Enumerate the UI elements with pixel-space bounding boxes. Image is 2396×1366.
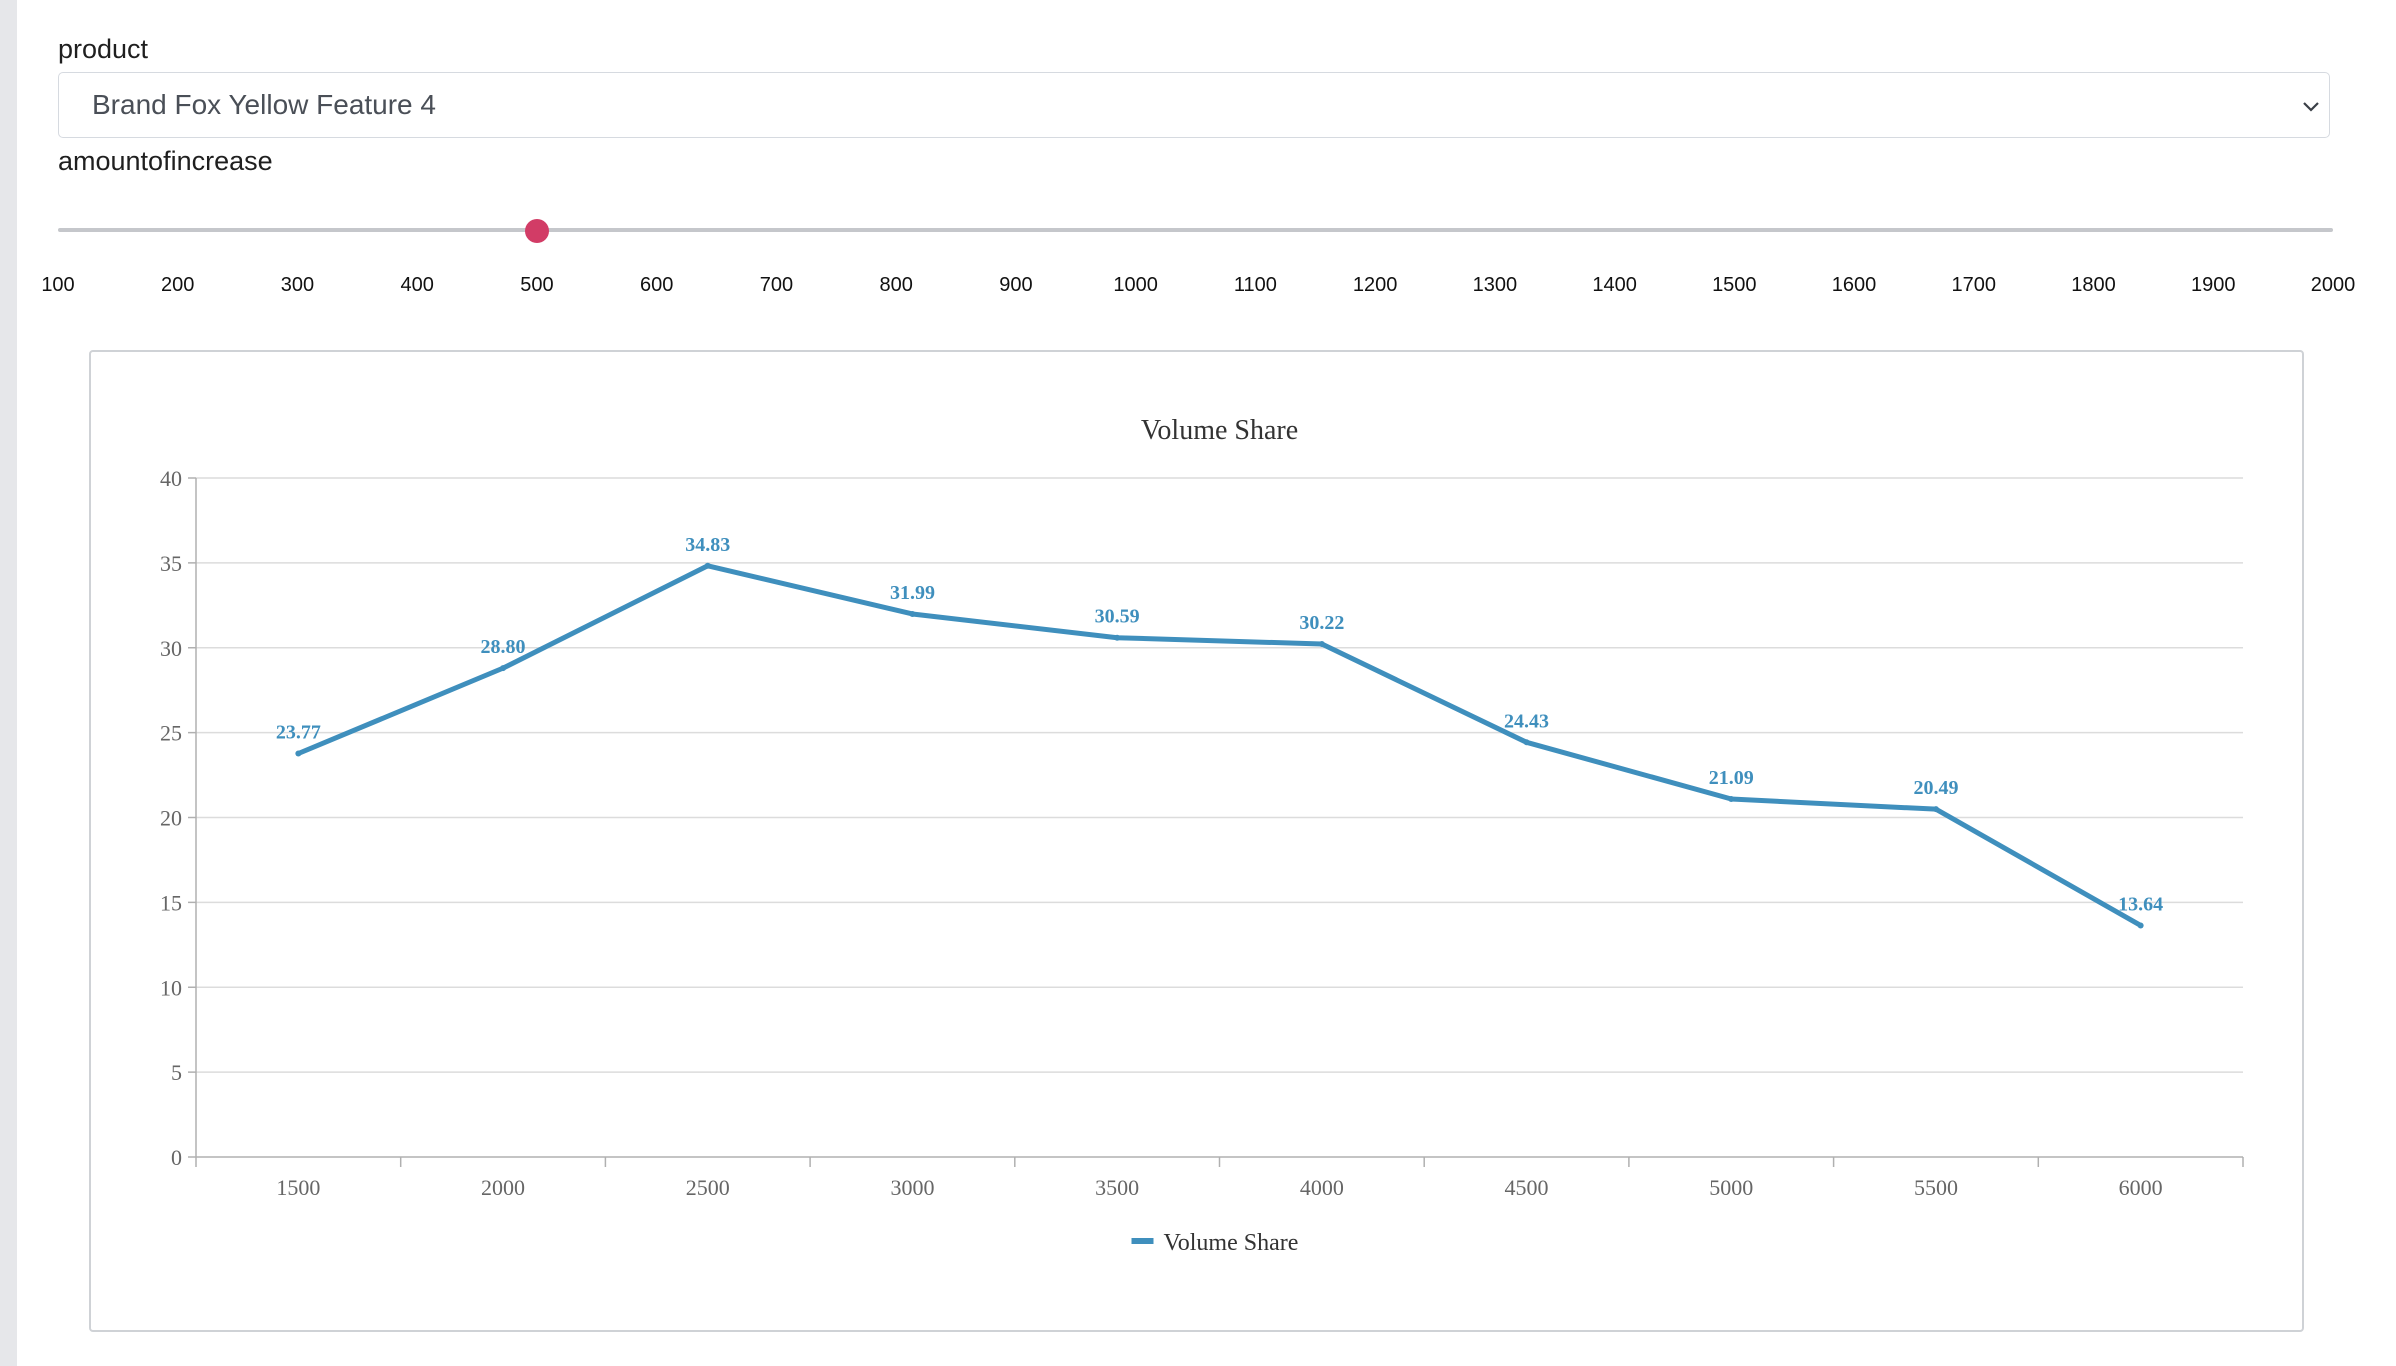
- data-point: [1932, 806, 1939, 813]
- chart-title: Volume Share: [1141, 415, 1298, 446]
- data-label: 13.64: [2118, 893, 2163, 915]
- x-tick-label: 5500: [1914, 1175, 1958, 1200]
- x-tick-label: 6000: [2119, 1175, 2163, 1200]
- slider-tick-label: 1200: [1352, 274, 1398, 296]
- data-label: 23.77: [276, 722, 321, 744]
- x-tick-label: 2500: [686, 1175, 730, 1200]
- slider-tick-label: 800: [879, 274, 913, 296]
- data-label: 21.09: [1709, 767, 1754, 789]
- slider-tick-label: 100: [41, 274, 75, 296]
- slider-tick-label: 1900: [2191, 274, 2236, 296]
- x-tick-label: 4500: [1505, 1175, 1549, 1200]
- y-tick-label: 40: [160, 466, 182, 491]
- slider-tick-label: 1700: [1951, 274, 1997, 296]
- y-tick-label: 35: [160, 551, 182, 576]
- slider-tick-label: 1600: [1831, 274, 1877, 296]
- product-select[interactable]: Brand Fox Yellow Feature 4: [58, 72, 2330, 138]
- y-tick-label: 30: [160, 636, 182, 661]
- amount-slider-track[interactable]: [58, 228, 2333, 232]
- volume-share-chart-card: Volume Share 0 5 10 15 20 25 30 35 40 1500 2000 2500…: [89, 350, 2304, 1332]
- slider-tick-label: 1000: [1113, 274, 1158, 296]
- product-select-value: Brand Fox Yellow Feature 4: [92, 89, 436, 120]
- data-label: 34.83: [685, 534, 730, 556]
- slider-tick-label: 1500: [1712, 274, 1757, 296]
- slider-tick-label: 1100: [1233, 274, 1277, 296]
- slider-tick-label: 1400: [1592, 274, 1637, 296]
- y-tick-label: 15: [160, 890, 182, 915]
- slider-tick-label: 400: [400, 274, 434, 296]
- slider-tick-label: 300: [280, 274, 315, 296]
- x-tick-label: 2000: [481, 1175, 525, 1200]
- data-point: [295, 750, 302, 757]
- data-label: 24.43: [1504, 710, 1549, 732]
- data-label: 20.49: [1913, 777, 1958, 799]
- y-tick-label: 10: [160, 975, 182, 1000]
- x-tick-label: 1500: [276, 1175, 320, 1200]
- x-tick-label: 3500: [1095, 1175, 1139, 1200]
- x-tick-label: 3000: [890, 1175, 934, 1200]
- data-point: [2137, 922, 2144, 929]
- data-label: 30.59: [1095, 606, 1140, 628]
- slider-tick-label: 1800: [2071, 274, 2116, 296]
- data-point: [500, 665, 507, 672]
- series-line-volume-share: [297, 563, 2142, 928]
- x-tick-label: 4000: [1300, 1175, 1344, 1200]
- slider-tick-label: 2000: [2310, 274, 2356, 296]
- slider-tick-label: 1300: [1472, 274, 1518, 296]
- legend-label: Volume Share: [1164, 1230, 1299, 1256]
- volume-share-chart: Volume Share 0 5 10 15 20 25 30 35 40 1500 2000 2500…: [160, 415, 2244, 1256]
- amount-label: amountofincrease: [58, 146, 273, 176]
- product-label: product: [58, 34, 149, 64]
- slider-tick-label: 600: [639, 274, 674, 296]
- data-point: [1523, 739, 1530, 746]
- data-point: [1728, 795, 1735, 802]
- chevron-down-icon: [2303, 102, 2319, 112]
- data-label: 30.22: [1299, 612, 1344, 634]
- data-label: 28.80: [481, 636, 526, 658]
- legend-swatch: [1131, 1238, 1154, 1244]
- data-point: [1318, 641, 1325, 648]
- y-tick-label: 20: [160, 806, 182, 831]
- slider-tick-label: 200: [161, 274, 195, 296]
- data-point: [1114, 634, 1121, 641]
- slider-tick-label: 500: [520, 274, 554, 296]
- form-panel: product Brand Fox Yellow Feature 4 amoun…: [17, 0, 2396, 1366]
- amount-slider-handle[interactable]: [524, 219, 549, 243]
- data-label: 31.99: [890, 582, 935, 604]
- slider-tick-labels: 100 200 300 400 500 600 700 800 900 1000 1100 1200 1…: [17, 274, 2396, 298]
- y-tick-label: 0: [171, 1145, 182, 1170]
- data-point: [704, 562, 711, 569]
- y-tick-label: 5: [171, 1060, 182, 1085]
- x-tick-label: 5000: [1709, 1175, 1753, 1200]
- slider-tick-label: 700: [759, 274, 794, 296]
- data-point: [909, 610, 916, 617]
- slider-tick-label: 900: [999, 274, 1033, 296]
- y-tick-label: 25: [160, 721, 182, 746]
